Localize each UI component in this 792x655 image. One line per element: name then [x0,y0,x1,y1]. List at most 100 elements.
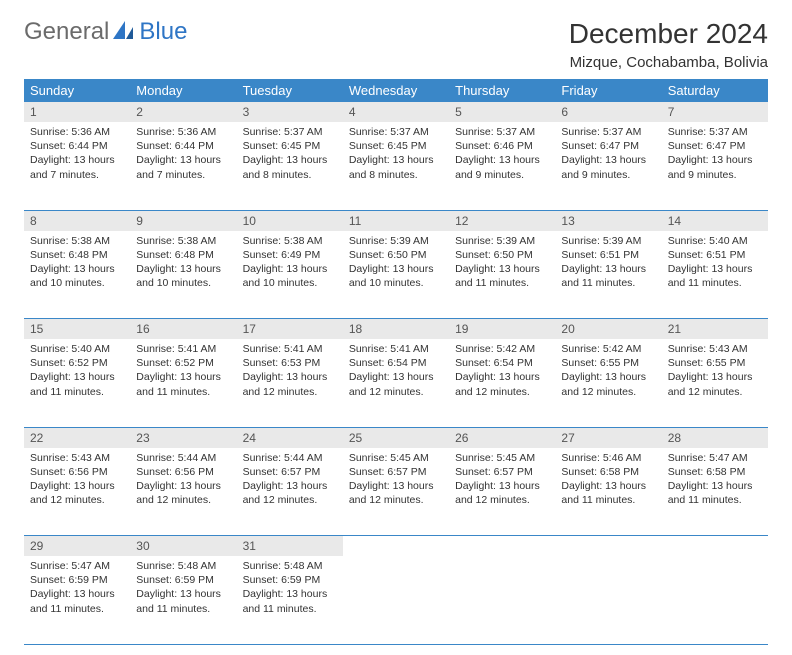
weekday-header: Monday [130,79,236,102]
day-number-cell: 17 [237,319,343,340]
weekday-header: Saturday [662,79,768,102]
sunrise-line: Sunrise: 5:37 AM [668,125,762,139]
day-content-cell: Sunrise: 5:40 AMSunset: 6:52 PMDaylight:… [24,339,130,427]
day-content-row: Sunrise: 5:43 AMSunset: 6:56 PMDaylight:… [24,448,768,536]
header: General Blue December 2024 Mizque, Cocha… [24,18,768,71]
sunset-line: Sunset: 6:46 PM [455,139,549,153]
sunrise-line: Sunrise: 5:44 AM [243,451,337,465]
sunset-line: Sunset: 6:47 PM [561,139,655,153]
sunset-line: Sunset: 6:50 PM [349,248,443,262]
sunrise-line: Sunrise: 5:39 AM [455,234,549,248]
day-cell: Sunrise: 5:39 AMSunset: 6:51 PMDaylight:… [555,231,661,297]
sunrise-line: Sunrise: 5:40 AM [668,234,762,248]
day-content-cell: Sunrise: 5:45 AMSunset: 6:57 PMDaylight:… [343,448,449,536]
day-number-cell: 8 [24,210,130,231]
sunset-line: Sunset: 6:59 PM [136,573,230,587]
day-content-cell: Sunrise: 5:40 AMSunset: 6:51 PMDaylight:… [662,231,768,319]
day-cell: Sunrise: 5:36 AMSunset: 6:44 PMDaylight:… [130,122,236,188]
sunset-line: Sunset: 6:48 PM [136,248,230,262]
day-cell: Sunrise: 5:46 AMSunset: 6:58 PMDaylight:… [555,448,661,514]
day-content-cell: Sunrise: 5:38 AMSunset: 6:48 PMDaylight:… [24,231,130,319]
sunrise-line: Sunrise: 5:36 AM [30,125,124,139]
day-cell: Sunrise: 5:44 AMSunset: 6:57 PMDaylight:… [237,448,343,514]
day-content-cell: Sunrise: 5:43 AMSunset: 6:56 PMDaylight:… [24,448,130,536]
daylight-line: Daylight: 13 hours and 9 minutes. [455,153,549,181]
month-title: December 2024 [569,18,768,50]
daylight-line: Daylight: 13 hours and 12 minutes. [561,370,655,398]
daylight-line: Daylight: 13 hours and 9 minutes. [668,153,762,181]
day-number-cell: 5 [449,102,555,122]
sunrise-line: Sunrise: 5:44 AM [136,451,230,465]
sunset-line: Sunset: 6:51 PM [561,248,655,262]
daylight-line: Daylight: 13 hours and 11 minutes. [30,587,124,615]
sunset-line: Sunset: 6:55 PM [561,356,655,370]
day-number-cell: 7 [662,102,768,122]
day-number-cell: 13 [555,210,661,231]
sunset-line: Sunset: 6:56 PM [30,465,124,479]
daylight-line: Daylight: 13 hours and 11 minutes. [668,262,762,290]
day-content-cell: Sunrise: 5:37 AMSunset: 6:47 PMDaylight:… [662,122,768,210]
day-number-cell: 29 [24,536,130,557]
day-cell: Sunrise: 5:38 AMSunset: 6:48 PMDaylight:… [24,231,130,297]
calendar-table: Sunday Monday Tuesday Wednesday Thursday… [24,79,768,645]
day-content-cell: Sunrise: 5:45 AMSunset: 6:57 PMDaylight:… [449,448,555,536]
day-number-cell: 21 [662,319,768,340]
daylight-line: Daylight: 13 hours and 11 minutes. [561,262,655,290]
weekday-header: Friday [555,79,661,102]
sunrise-line: Sunrise: 5:45 AM [349,451,443,465]
day-content-cell: Sunrise: 5:42 AMSunset: 6:55 PMDaylight:… [555,339,661,427]
day-content-row: Sunrise: 5:36 AMSunset: 6:44 PMDaylight:… [24,122,768,210]
day-content-cell [343,556,449,644]
day-content-cell: Sunrise: 5:41 AMSunset: 6:53 PMDaylight:… [237,339,343,427]
day-cell: Sunrise: 5:37 AMSunset: 6:47 PMDaylight:… [662,122,768,188]
sunset-line: Sunset: 6:56 PM [136,465,230,479]
daylight-line: Daylight: 13 hours and 11 minutes. [30,370,124,398]
daylight-line: Daylight: 13 hours and 10 minutes. [243,262,337,290]
daylight-line: Daylight: 13 hours and 11 minutes. [668,479,762,507]
day-cell: Sunrise: 5:44 AMSunset: 6:56 PMDaylight:… [130,448,236,514]
sunrise-line: Sunrise: 5:46 AM [561,451,655,465]
day-number-cell: 11 [343,210,449,231]
sunrise-line: Sunrise: 5:43 AM [668,342,762,356]
sunset-line: Sunset: 6:54 PM [349,356,443,370]
day-content-cell: Sunrise: 5:44 AMSunset: 6:56 PMDaylight:… [130,448,236,536]
day-number-cell: 28 [662,427,768,448]
sunrise-line: Sunrise: 5:43 AM [30,451,124,465]
day-cell: Sunrise: 5:42 AMSunset: 6:55 PMDaylight:… [555,339,661,405]
day-content-cell: Sunrise: 5:48 AMSunset: 6:59 PMDaylight:… [237,556,343,644]
daylight-line: Daylight: 13 hours and 12 minutes. [243,479,337,507]
logo-text-blue: Blue [139,18,187,46]
day-cell: Sunrise: 5:39 AMSunset: 6:50 PMDaylight:… [343,231,449,297]
daylight-line: Daylight: 13 hours and 8 minutes. [243,153,337,181]
day-number-cell: 25 [343,427,449,448]
sunset-line: Sunset: 6:59 PM [30,573,124,587]
day-number-cell: 2 [130,102,236,122]
day-number-cell: 27 [555,427,661,448]
sunset-line: Sunset: 6:54 PM [455,356,549,370]
day-cell: Sunrise: 5:42 AMSunset: 6:54 PMDaylight:… [449,339,555,405]
sunset-line: Sunset: 6:58 PM [668,465,762,479]
day-number-cell: 14 [662,210,768,231]
day-number-cell: 24 [237,427,343,448]
day-number-cell: 15 [24,319,130,340]
day-content-cell: Sunrise: 5:42 AMSunset: 6:54 PMDaylight:… [449,339,555,427]
daylight-line: Daylight: 13 hours and 7 minutes. [136,153,230,181]
day-content-cell: Sunrise: 5:37 AMSunset: 6:45 PMDaylight:… [343,122,449,210]
day-cell: Sunrise: 5:38 AMSunset: 6:49 PMDaylight:… [237,231,343,297]
sunrise-line: Sunrise: 5:47 AM [668,451,762,465]
daylight-line: Daylight: 13 hours and 12 minutes. [243,370,337,398]
day-number-cell [662,536,768,557]
day-number-row: 1234567 [24,102,768,122]
sunrise-line: Sunrise: 5:36 AM [136,125,230,139]
sunset-line: Sunset: 6:55 PM [668,356,762,370]
day-number-row: 891011121314 [24,210,768,231]
day-cell: Sunrise: 5:37 AMSunset: 6:46 PMDaylight:… [449,122,555,188]
daylight-line: Daylight: 13 hours and 10 minutes. [30,262,124,290]
daylight-line: Daylight: 13 hours and 11 minutes. [243,587,337,615]
weekday-header: Tuesday [237,79,343,102]
sunrise-line: Sunrise: 5:38 AM [243,234,337,248]
daylight-line: Daylight: 13 hours and 11 minutes. [561,479,655,507]
day-cell: Sunrise: 5:43 AMSunset: 6:56 PMDaylight:… [24,448,130,514]
day-cell: Sunrise: 5:43 AMSunset: 6:55 PMDaylight:… [662,339,768,405]
day-number-cell: 18 [343,319,449,340]
